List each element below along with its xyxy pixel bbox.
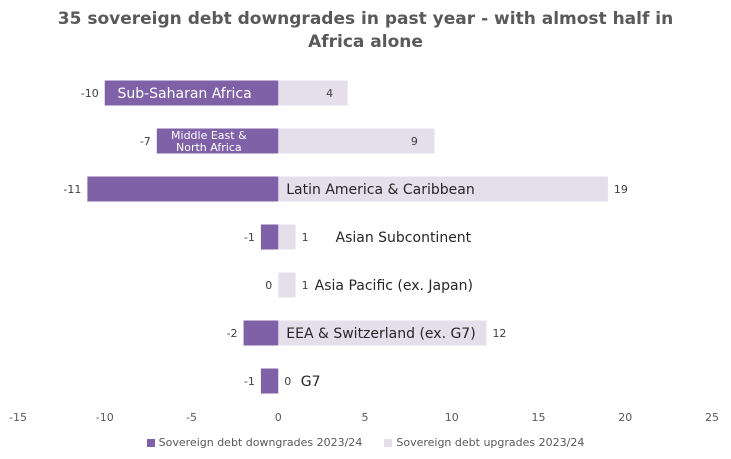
bar-upgrades-1 [278,128,435,154]
x-tick-label-5: 10 [445,411,459,424]
bar-downgrades-6 [260,368,279,394]
data-label-downgrades-1: -7 [140,135,151,148]
legend-label-upgrades: Sovereign debt upgrades 2023/24 [396,436,585,449]
bar-downgrades-5 [243,320,279,346]
chart-title-line-1: 35 sovereign debt downgrades in past yea… [57,9,674,29]
category-label-3: Asian Subcontinent [336,230,472,246]
data-label-downgrades-6: -1 [244,375,255,388]
x-tick-label-1: -10 [96,411,114,424]
bar-downgrades-3 [260,224,279,250]
x-tick-label-4: 5 [362,411,369,424]
data-label-upgrades-3: 1 [302,231,309,244]
data-label-downgrades-3: -1 [244,231,255,244]
bar-downgrades-0 [104,80,279,106]
data-label-downgrades-0: -10 [81,87,99,100]
data-label-downgrades-4: 0 [265,279,272,292]
category-label-6: G7 [301,374,321,390]
bar-upgrades-2 [278,176,608,202]
x-tick-label-0: -15 [9,411,27,424]
category-label-5: EEA & Switzerland (ex. G7) [286,326,475,342]
x-tick-label-2: -5 [186,411,197,424]
legend-item-upgrades: Sovereign debt upgrades 2023/24 [384,436,584,449]
data-label-upgrades-6: 0 [284,375,291,388]
legend-swatch-upgrades [384,438,393,447]
data-label-upgrades-5: 12 [492,327,506,340]
legend: Sovereign debt downgrades 2023/24 Sovere… [0,436,731,449]
legend-label-downgrades: Sovereign debt downgrades 2023/24 [158,436,363,449]
chart-title-line-2: Africa alone [308,32,423,52]
x-tick-label-6: 15 [532,411,546,424]
data-label-upgrades-2: 19 [614,183,628,196]
data-label-downgrades-2: -11 [63,183,81,196]
x-tick-label-3: 0 [275,411,282,424]
x-tick-label-8: 25 [705,411,719,424]
data-label-upgrades-4: 1 [302,279,309,292]
bar-upgrades-5 [278,320,487,346]
chart-title: 35 sovereign debt downgrades in past yea… [0,8,731,54]
bar-upgrades-0 [278,80,348,106]
legend-swatch-downgrades [146,438,155,447]
category-label-0: Sub-Saharan Africa [117,86,251,102]
bar-upgrades-3 [278,224,296,250]
category-label-1: Middle East & North Africa [171,129,247,154]
data-label-downgrades-5: -2 [227,327,238,340]
bar-downgrades-2 [87,176,279,202]
bar-upgrades-4 [278,272,296,298]
data-label-upgrades-0: 4 [326,87,333,100]
data-label-upgrades-1: 9 [411,135,418,148]
bar-downgrades-1 [156,128,279,154]
category-label-4: Asia Pacific (ex. Japan) [315,278,473,294]
x-tick-label-7: 20 [618,411,632,424]
category-label-2: Latin America & Caribbean [286,182,475,198]
legend-item-downgrades: Sovereign debt downgrades 2023/24 [146,436,363,449]
